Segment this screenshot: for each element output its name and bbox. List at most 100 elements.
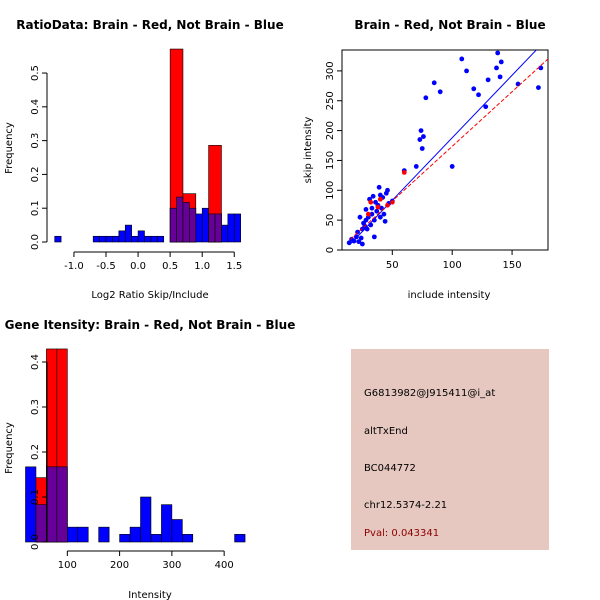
ratio-blue-bar-12 <box>157 235 165 243</box>
intensity-histogram-ylabel: Frequency <box>4 422 15 474</box>
ratio-overlap-bar-0-14 <box>169 207 177 243</box>
scatter-blue-point-31 <box>381 211 387 217</box>
intensity-blue-bar-14 <box>171 519 183 543</box>
scatter-blue-point-3 <box>353 234 359 240</box>
ratio-x-tick-label-0: -1.0 <box>64 261 84 272</box>
scatter-blue-point-49 <box>471 86 477 92</box>
intensity-blue-bar-12 <box>150 534 162 543</box>
info-box-background <box>351 349 549 550</box>
ratio-blue-bar-9 <box>137 230 145 243</box>
ratio-overlap-bar-0-15 <box>176 196 184 243</box>
ratio-blue-bar-22 <box>221 224 229 243</box>
scatter-blue-point-46 <box>449 164 455 169</box>
intensity-blue-bar-10 <box>129 526 141 543</box>
info-panel: G6813982@J915411@i_at altTxEnd BC044772 … <box>351 349 549 550</box>
scatter-blue-point-52 <box>485 77 491 83</box>
ratio-y-tick-label-4: 0.4 <box>30 99 41 115</box>
scatter-plot-area: 50 100 150 0 50 100 150 200 250 300 <box>325 49 549 271</box>
scatter-blue-point-50 <box>476 92 481 98</box>
scatter-blue-point-59 <box>538 65 544 71</box>
ratio-histogram-bars <box>54 48 241 243</box>
scatter-blue-point-13 <box>363 207 369 212</box>
intensity-overlap-bar-1-2 <box>46 466 58 543</box>
scatter-blue-point-20 <box>370 193 376 199</box>
ratio-overlap-bar-3-20 <box>208 213 216 243</box>
ratio-histogram-title: RatioData: Brain - Red, Not Brain - Blue <box>16 18 283 32</box>
ratio-blue-bar-23 <box>227 213 235 243</box>
scatter-blue-point-24 <box>374 208 380 214</box>
ratio-x-tick-label-1: -0.5 <box>96 261 116 272</box>
ratio-histogram-axes: -1.0 -0.5 0.0 0.5 1.0 1.5 0.0 0.1 0.2 0.3 0.4 0.5 <box>30 65 242 272</box>
ratio-y-tick-label-3: 0.3 <box>30 133 41 149</box>
scatter-blue-point-55 <box>497 74 503 80</box>
scatter-blue-point-40 <box>418 128 424 133</box>
scatter-panel: Brain - Red, Not Brain - Blue 50 100 15005… <box>303 18 549 301</box>
intensity-x-tick-label-1: 200 <box>110 560 129 571</box>
scatter-blue-point-41 <box>419 146 425 151</box>
scatter-blue-point-53 <box>494 65 499 71</box>
ratio-histogram-xlabel: Log2 Ratio Skip/Include <box>91 290 208 301</box>
scatter-red-point-0 <box>365 211 371 217</box>
accession-text: BC044772 <box>364 463 416 474</box>
ratio-blue-bar-3 <box>99 235 107 243</box>
ratio-blue-bar-19 <box>201 207 209 243</box>
intensity-y-tick-label-3: 0.3 <box>30 399 41 415</box>
ratio-histogram-ylabel: Frequency <box>4 122 15 174</box>
scatter-blue-point-47 <box>459 56 465 62</box>
intensity-blue-bar-5 <box>77 526 89 543</box>
scatter-blue-point-58 <box>536 85 541 91</box>
scatter-y-tick-label-3: 150 <box>325 151 336 170</box>
ratio-x-tick-label-5: 1.5 <box>226 261 242 272</box>
scatter-x-tick-label-2: 150 <box>503 260 522 271</box>
ratio-y-tick-label-5: 0.5 <box>30 65 41 81</box>
scatter-y-tick-label-1: 50 <box>325 214 336 227</box>
intensity-x-tick-label-3: 400 <box>215 560 234 571</box>
ratio-blue-bar-0 <box>54 235 62 243</box>
scatter-y-tick-label-2: 100 <box>325 181 336 200</box>
scatter-blue-point-38 <box>413 164 419 169</box>
scatter-blue-point-45 <box>437 89 443 95</box>
location-text: chr12.5374-2.21 <box>364 500 447 511</box>
scatter-blue-point-32 <box>382 218 388 224</box>
scatter-blue-point-18 <box>369 211 375 217</box>
scatter-blue-point-27 <box>377 214 383 220</box>
intensity-y-tick-label-2: 0.2 <box>30 444 41 460</box>
ratio-overlap-bar-3-21 <box>214 213 222 243</box>
intensity-histogram-xlabel: Intensity <box>128 590 172 600</box>
scatter-blue-point-48 <box>464 68 469 74</box>
intensity-y-tick-label-1: 0.1 <box>30 489 41 505</box>
intensity-blue-bar-4 <box>67 526 79 543</box>
scatter-blue-point-43 <box>423 95 429 101</box>
scatter-blue-point-7 <box>358 235 364 241</box>
scatter-blue-point-0 <box>346 240 352 246</box>
scatter-blue-point-56 <box>498 59 504 65</box>
scatter-y-tick-label-4: 200 <box>325 121 336 140</box>
ratio-blue-bar-24 <box>233 213 241 243</box>
scatter-blue-point-14 <box>364 226 370 232</box>
intensity-histogram-bars <box>25 348 246 543</box>
intensity-x-tick-label-0: 100 <box>58 560 77 571</box>
scatter-blue-point-19 <box>369 205 375 211</box>
scatter-blue-fit-line <box>350 50 537 245</box>
scatter-x-tick-label-1: 100 <box>443 260 462 271</box>
intensity-blue-bar-20 <box>234 534 246 543</box>
ratio-y-tick-label-1: 0.1 <box>30 200 41 216</box>
ratio-x-tick-label-2: 0.0 <box>130 261 146 272</box>
scatter-blue-point-6 <box>357 214 363 220</box>
scatter-blue-point-21 <box>371 234 377 240</box>
scatter-title: Brain - Red, Not Brain - Blue <box>354 18 545 32</box>
intensity-y-tick-label-0: 0.0 <box>30 534 41 550</box>
ratio-x-tick-label-3: 0.5 <box>162 261 178 272</box>
ratio-overlap-bar-1-16 <box>182 202 190 243</box>
intensity-histogram-axes: 100 200 300 400 0.0 0.1 0.2 0.3 0.4 <box>30 354 234 571</box>
scatter-ylabel: skip intensity <box>303 117 314 184</box>
intensity-overlap-bar-2-3 <box>56 466 68 543</box>
scatter-red-point-6 <box>401 169 407 175</box>
scatter-x-tick-label-0: 50 <box>386 260 399 271</box>
intensity-histogram-title: Gene Itensity: Brain - Red, Not Brain - … <box>5 318 296 332</box>
ratio-blue-bar-11 <box>150 235 158 243</box>
intensity-blue-bar-9 <box>119 534 131 543</box>
intensity-blue-bar-13 <box>161 504 173 543</box>
ratio-y-tick-label-2: 0.2 <box>30 166 41 182</box>
